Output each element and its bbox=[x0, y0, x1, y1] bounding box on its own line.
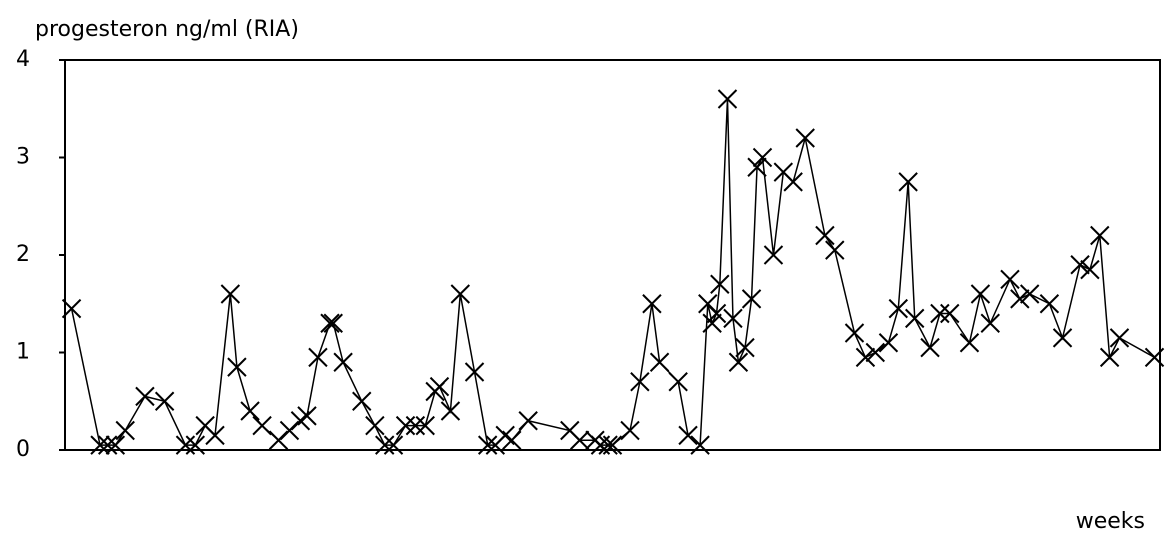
data-line bbox=[70, 98, 1155, 447]
marker bbox=[763, 245, 784, 265]
marker bbox=[970, 284, 991, 304]
marker bbox=[898, 172, 918, 192]
marker bbox=[333, 352, 353, 372]
marker bbox=[1052, 328, 1073, 348]
x-axis-label: weeks bbox=[1076, 509, 1145, 534]
marker bbox=[630, 372, 650, 392]
marker bbox=[1000, 269, 1020, 290]
y-tick-label: 1 bbox=[16, 340, 30, 365]
marker bbox=[135, 386, 155, 407]
marker bbox=[959, 333, 980, 353]
marker bbox=[930, 303, 950, 324]
marker bbox=[323, 313, 343, 333]
marker bbox=[518, 411, 538, 431]
marker bbox=[61, 298, 82, 319]
y-tick-label: 3 bbox=[16, 145, 30, 170]
marker bbox=[1090, 225, 1110, 246]
marker bbox=[865, 342, 886, 363]
marker bbox=[97, 435, 118, 455]
marker bbox=[741, 289, 762, 309]
y-tick-label: 0 bbox=[16, 437, 30, 462]
marker bbox=[395, 415, 416, 436]
marker bbox=[728, 352, 749, 372]
marker bbox=[795, 128, 815, 148]
marker bbox=[649, 352, 670, 372]
marker bbox=[450, 284, 471, 304]
marker bbox=[429, 376, 450, 397]
marker bbox=[115, 420, 135, 441]
plot-frame bbox=[64, 59, 1161, 451]
marker bbox=[735, 337, 755, 358]
marker bbox=[678, 425, 698, 446]
marker bbox=[747, 157, 767, 177]
marker bbox=[1010, 289, 1030, 309]
marker bbox=[569, 430, 590, 450]
marker bbox=[710, 274, 730, 294]
marker bbox=[702, 313, 722, 333]
marker bbox=[252, 415, 272, 436]
marker bbox=[502, 430, 522, 450]
marker bbox=[815, 225, 835, 246]
marker bbox=[1070, 255, 1090, 275]
marker bbox=[205, 425, 225, 446]
marker bbox=[415, 415, 435, 436]
marker bbox=[1080, 259, 1100, 280]
y-tick-label: 4 bbox=[16, 47, 30, 72]
marker bbox=[90, 435, 110, 455]
marker bbox=[920, 337, 940, 358]
marker bbox=[154, 391, 175, 411]
marker bbox=[706, 303, 727, 324]
marker bbox=[690, 435, 710, 455]
marker bbox=[175, 435, 196, 455]
marker bbox=[723, 308, 743, 329]
marker bbox=[620, 420, 640, 441]
marker bbox=[905, 308, 925, 329]
marker bbox=[464, 362, 485, 382]
marker bbox=[940, 303, 960, 324]
marker bbox=[1099, 347, 1120, 368]
marker bbox=[1039, 294, 1060, 314]
marker bbox=[365, 415, 385, 436]
marker bbox=[783, 172, 803, 192]
marker bbox=[405, 415, 426, 436]
marker bbox=[352, 391, 372, 411]
marker bbox=[598, 435, 618, 455]
marker bbox=[825, 240, 845, 260]
marker bbox=[375, 435, 395, 455]
marker bbox=[320, 313, 340, 333]
marker bbox=[844, 323, 865, 343]
marker bbox=[855, 347, 876, 368]
marker bbox=[477, 435, 498, 455]
marker bbox=[383, 435, 404, 455]
marker bbox=[717, 89, 738, 109]
marker bbox=[668, 372, 688, 392]
marker bbox=[642, 294, 662, 314]
marker bbox=[297, 406, 317, 426]
marker bbox=[440, 401, 461, 421]
marker bbox=[878, 333, 899, 353]
marker bbox=[240, 401, 260, 421]
marker bbox=[1109, 328, 1130, 348]
y-tick-label: 2 bbox=[16, 242, 30, 267]
marker bbox=[1019, 284, 1040, 304]
marker bbox=[227, 357, 247, 377]
marker bbox=[602, 435, 623, 455]
marker bbox=[308, 347, 328, 368]
marker bbox=[980, 313, 1000, 333]
marker bbox=[888, 298, 909, 319]
chart-title: progesteron ng/ml (RIA) bbox=[35, 17, 299, 42]
marker bbox=[105, 435, 126, 455]
marker bbox=[185, 435, 206, 455]
marker bbox=[220, 284, 241, 304]
marker bbox=[1144, 347, 1165, 368]
marker bbox=[752, 147, 773, 168]
